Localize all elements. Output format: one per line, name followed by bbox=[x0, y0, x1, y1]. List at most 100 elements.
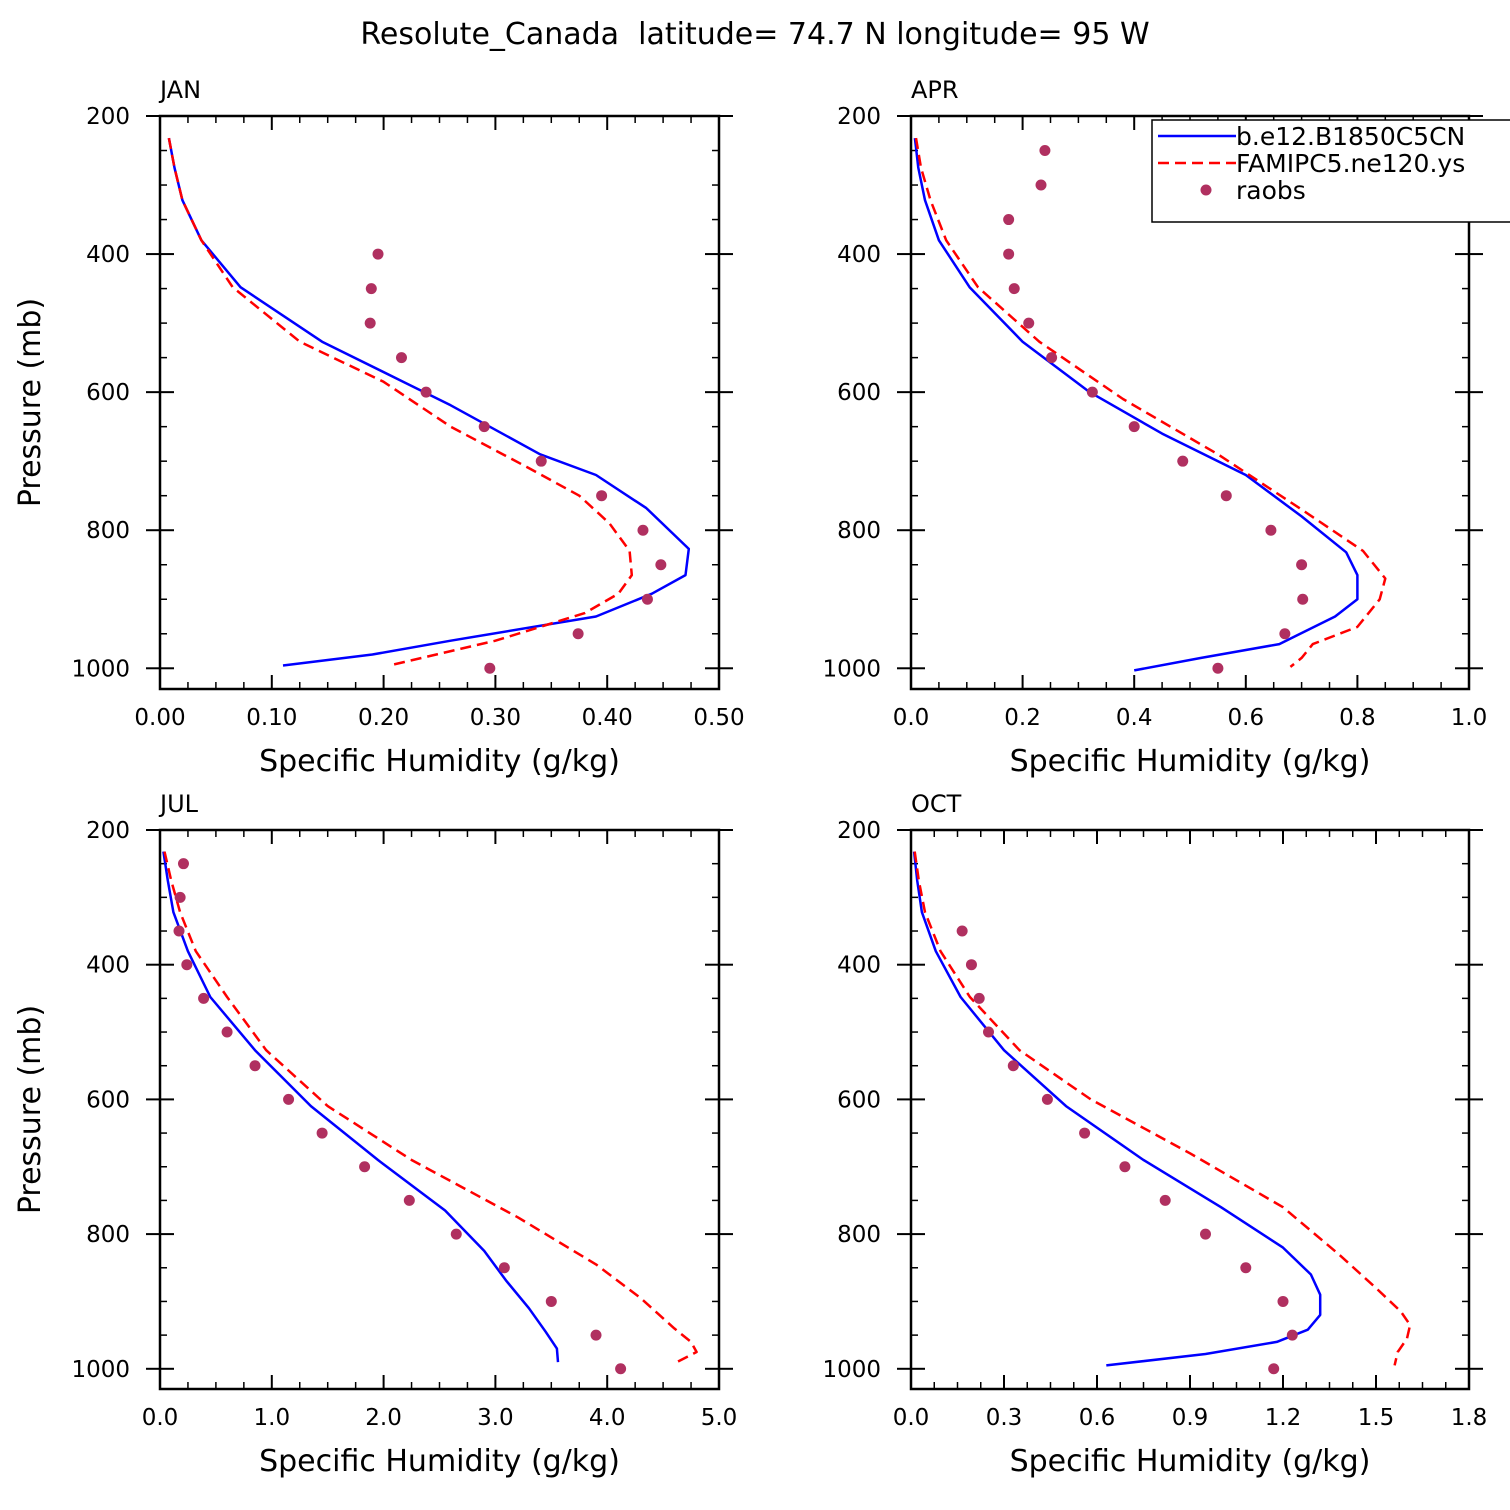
x-tick-label: 0.2 bbox=[1004, 705, 1041, 731]
raobs-point bbox=[1039, 145, 1051, 157]
x-tick-label: 0.6 bbox=[1079, 1405, 1116, 1431]
raobs-point bbox=[1008, 283, 1020, 295]
y-tick-label: 400 bbox=[837, 953, 881, 979]
raobs-point bbox=[1268, 1363, 1280, 1375]
raobs-point bbox=[1035, 179, 1047, 191]
panel-oct: OCT 0.0 0.3 0.6 0.9 1.2 1.5 1.8 200 400 600 800 1000… bbox=[822, 790, 1487, 1479]
raobs-point bbox=[1296, 559, 1308, 571]
raobs-point bbox=[1277, 1295, 1289, 1307]
x-tick-label: 0.20 bbox=[358, 705, 409, 731]
y-tick-label: 1000 bbox=[71, 1357, 130, 1383]
y-axis-title: Pressure (mb) bbox=[13, 1005, 48, 1214]
x-tick-label: 3.0 bbox=[477, 1405, 514, 1431]
raobs-point bbox=[596, 490, 608, 502]
series-layer bbox=[913, 137, 1387, 674]
x-tick-label: 0.10 bbox=[246, 705, 297, 731]
raobs-point bbox=[478, 421, 490, 433]
raobs-point bbox=[359, 1161, 371, 1173]
y-tick-label: 800 bbox=[837, 518, 881, 544]
raobs-point bbox=[983, 1026, 994, 1038]
x-tick-label: 0.0 bbox=[893, 1405, 930, 1431]
raobs-point bbox=[956, 925, 968, 937]
raobs-point bbox=[1046, 352, 1058, 364]
raobs-point bbox=[181, 959, 193, 971]
raobs-point bbox=[637, 524, 649, 536]
series-b-e12-line bbox=[162, 851, 560, 1363]
raobs-point bbox=[177, 858, 189, 870]
panel-apr: APR 0.0 0.2 0.4 0.6 0.8 1.0 200 400 600 800 1000 Spe… bbox=[822, 76, 1487, 779]
raobs-point bbox=[1265, 524, 1277, 536]
raobs-point bbox=[572, 628, 584, 640]
x-axis-title: Specific Humidity (g/kg) bbox=[259, 1444, 620, 1479]
x-tick-label: 4.0 bbox=[589, 1405, 626, 1431]
plot-frame bbox=[909, 828, 1471, 1391]
raobs-point bbox=[283, 1093, 295, 1105]
x-tick-label: 0.0 bbox=[893, 705, 930, 731]
raobs-point bbox=[221, 1026, 233, 1038]
raobs-point bbox=[403, 1194, 415, 1206]
raobs-point bbox=[316, 1127, 328, 1139]
raobs-point bbox=[1177, 455, 1189, 467]
raobs-point bbox=[174, 891, 186, 903]
legend-label: raobs bbox=[1236, 176, 1306, 205]
raobs-point bbox=[1023, 317, 1035, 329]
raobs-point bbox=[450, 1228, 462, 1240]
x-tick-label: 1.2 bbox=[1265, 1405, 1302, 1431]
x-axis-title: Specific Humidity (g/kg) bbox=[259, 744, 620, 779]
series-layer bbox=[167, 137, 691, 674]
raobs-point bbox=[1159, 1194, 1171, 1206]
x-tick-label: 0.50 bbox=[693, 705, 744, 731]
plot-frame bbox=[158, 114, 721, 691]
raobs-point bbox=[590, 1329, 602, 1341]
x-tick-label: 0.00 bbox=[134, 705, 185, 731]
raobs-point bbox=[365, 283, 377, 295]
panel-label: JAN bbox=[158, 76, 201, 104]
x-tick-label: 0.6 bbox=[1228, 705, 1265, 731]
series-layer bbox=[162, 851, 698, 1375]
x-tick-label: 2.0 bbox=[365, 1405, 402, 1431]
raobs-point bbox=[1003, 214, 1015, 226]
raobs-point bbox=[1240, 1262, 1252, 1274]
raobs-point bbox=[498, 1262, 510, 1274]
series-famipc5-line bbox=[167, 137, 634, 667]
y-tick-label: 200 bbox=[86, 104, 130, 130]
raobs-point bbox=[420, 386, 432, 398]
raobs-point bbox=[484, 662, 496, 674]
series-layer bbox=[912, 851, 1412, 1375]
raobs-point bbox=[1297, 593, 1309, 605]
y-tick-label: 1000 bbox=[822, 656, 881, 682]
x-tick-label: 1.0 bbox=[254, 1405, 291, 1431]
raobs-point bbox=[1003, 248, 1015, 260]
y-tick-label: 600 bbox=[837, 380, 881, 406]
raobs-point bbox=[249, 1060, 261, 1072]
x-axis-title: Specific Humidity (g/kg) bbox=[1010, 744, 1371, 779]
panel-label: JUL bbox=[158, 790, 199, 818]
x-tick-label: 0.40 bbox=[582, 705, 633, 731]
y-tick-label: 400 bbox=[86, 242, 130, 268]
x-tick-label: 1.5 bbox=[1358, 1405, 1395, 1431]
x-tick-label: 5.0 bbox=[701, 1405, 738, 1431]
y-tick-label: 800 bbox=[86, 518, 130, 544]
y-tick-label: 1000 bbox=[822, 1357, 881, 1383]
x-tick-label: 0.0 bbox=[142, 1405, 179, 1431]
raobs-point bbox=[1119, 1161, 1131, 1173]
series-b-e12-line bbox=[913, 137, 1359, 672]
raobs-point bbox=[1041, 1093, 1053, 1105]
y-tick-label: 600 bbox=[837, 1087, 881, 1113]
x-tick-label: 0.9 bbox=[1172, 1405, 1209, 1431]
x-tick-label: 1.8 bbox=[1451, 1405, 1488, 1431]
y-tick-label: 600 bbox=[86, 380, 130, 406]
y-tick-label: 200 bbox=[837, 104, 881, 130]
y-tick-label: 200 bbox=[837, 818, 881, 844]
raobs-point bbox=[1212, 662, 1224, 674]
raobs-point bbox=[965, 959, 977, 971]
x-tick-label: 1.0 bbox=[1451, 705, 1488, 731]
raobs-point bbox=[173, 925, 185, 937]
x-tick-label: 0.8 bbox=[1339, 705, 1376, 731]
x-axis-title: Specific Humidity (g/kg) bbox=[1010, 1444, 1371, 1479]
panel-label: APR bbox=[911, 76, 959, 104]
panel-jul: JUL 0.0 1.0 2.0 3.0 4.0 5.0 200 400 600 800 1000 Spe… bbox=[13, 790, 737, 1479]
raobs-point bbox=[1200, 1228, 1211, 1240]
x-tick-label: 0.4 bbox=[1116, 705, 1153, 731]
